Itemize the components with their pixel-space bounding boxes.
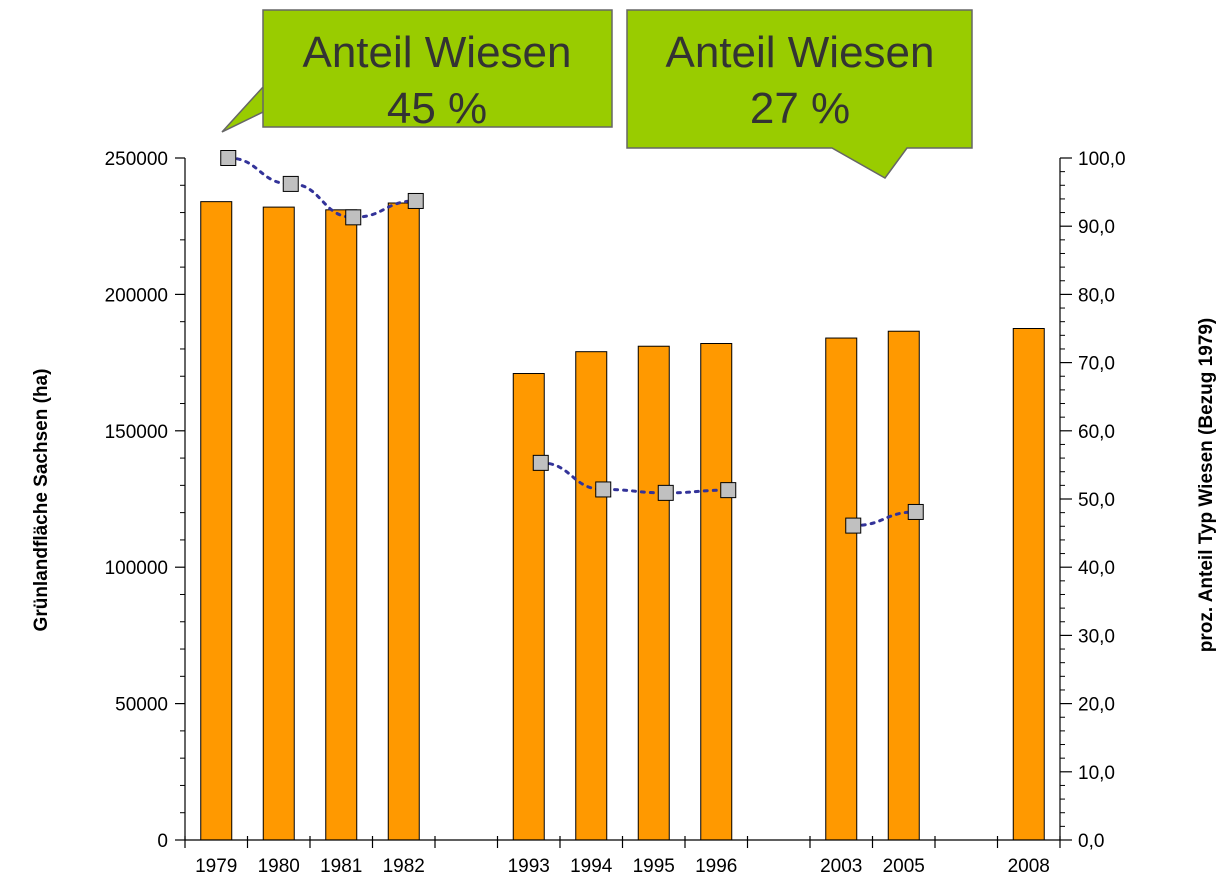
line-segment xyxy=(226,156,418,219)
bar xyxy=(325,209,358,841)
y-tick-label: 100000 xyxy=(105,558,168,579)
x-tick-label: 2005 xyxy=(883,856,925,877)
x-tick-label: 1980 xyxy=(258,856,300,877)
y2-tick-label: 30,0 xyxy=(1078,626,1115,647)
y2-tick-label: 70,0 xyxy=(1078,354,1115,375)
y2-tick-label: 80,0 xyxy=(1078,285,1115,306)
line-marker xyxy=(345,209,362,226)
line-series xyxy=(220,150,924,534)
line-marker xyxy=(407,192,424,209)
x-tick-label: 2003 xyxy=(820,856,862,877)
y2-tick-label: 20,0 xyxy=(1078,695,1115,716)
axes xyxy=(175,157,1072,848)
bar-series xyxy=(200,201,1045,841)
line-marker xyxy=(532,454,549,471)
bar xyxy=(387,202,420,841)
x-tick-label: 2008 xyxy=(1008,856,1050,877)
y-tick-label: 250000 xyxy=(105,149,168,170)
y-axis-title: Grünlandfläche Sachsen (ha) xyxy=(31,369,52,632)
callout-value: 45 % xyxy=(387,84,487,133)
line-marker xyxy=(595,481,612,498)
x-tick-label: 1993 xyxy=(508,856,550,877)
y2-tick-label: 10,0 xyxy=(1078,763,1115,784)
y-tick-label: 200000 xyxy=(105,285,168,306)
bar xyxy=(887,330,920,841)
y2-tick-label: 60,0 xyxy=(1078,422,1115,443)
bar xyxy=(700,343,733,841)
callouts: Anteil Wiesen 45 % Anteil Wiesen 27 % xyxy=(221,9,973,179)
callout-box xyxy=(221,9,613,133)
line-segment xyxy=(539,461,730,495)
line-marker xyxy=(907,503,924,520)
callout-title: Anteil Wiesen xyxy=(302,28,571,77)
x-tick-label: 1981 xyxy=(320,856,362,877)
y2-tick-label: 0,0 xyxy=(1078,831,1104,852)
bar xyxy=(637,345,670,841)
line-marker xyxy=(282,175,299,192)
y2-axis-title: proz. Anteil Typ Wiesen (Bezug 1979) xyxy=(1196,318,1217,653)
line-marker xyxy=(657,484,674,501)
bar xyxy=(200,201,233,841)
y2-tick-label: 90,0 xyxy=(1078,217,1115,238)
x-tick-label: 1982 xyxy=(383,856,425,877)
y2-tick-label: 100,0 xyxy=(1078,149,1126,170)
y2-tick-label: 50,0 xyxy=(1078,490,1115,511)
y-tick-label: 50000 xyxy=(115,695,168,716)
callout-title: Anteil Wiesen xyxy=(665,28,934,77)
line-marker xyxy=(220,150,237,166)
bar xyxy=(262,206,295,841)
x-tick-label: 1995 xyxy=(633,856,675,877)
y-tick-label: 150000 xyxy=(105,422,168,443)
labels: 0 50000 100000 150000 200000 250000 0,0 10,0 20,… xyxy=(105,149,1126,877)
x-tick-label: 1996 xyxy=(695,856,737,877)
bar xyxy=(512,373,545,841)
bar xyxy=(825,337,858,841)
bar xyxy=(575,351,608,841)
bar xyxy=(1012,328,1045,841)
callout-value: 27 % xyxy=(750,84,850,133)
line-marker xyxy=(720,482,737,499)
y-tick-label: 0 xyxy=(157,831,168,852)
x-tick-label: 1979 xyxy=(195,856,237,877)
x-tick-label: 1994 xyxy=(570,856,613,877)
callout-box xyxy=(626,9,973,179)
y2-tick-label: 40,0 xyxy=(1078,558,1115,579)
line-marker xyxy=(845,517,862,534)
